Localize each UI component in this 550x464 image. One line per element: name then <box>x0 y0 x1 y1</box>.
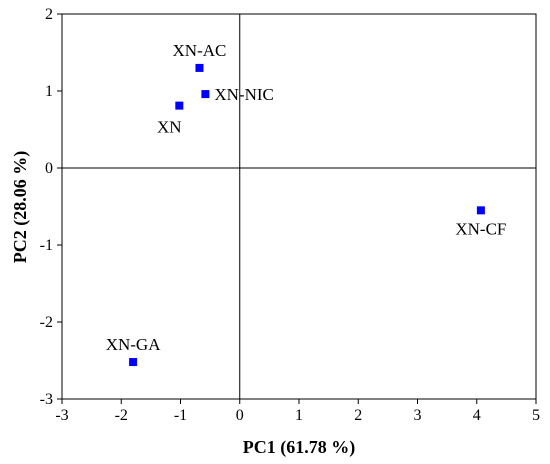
data-point <box>476 206 485 215</box>
x-tick-label: 3 <box>414 407 422 424</box>
point-labels: XN-AC XN-NIC XN XN-CF XN-GA <box>106 41 507 354</box>
reference-lines <box>62 14 536 399</box>
x-axis-title: PC1 (61.78 %) <box>243 437 355 458</box>
x-tick-label: 4 <box>473 407 481 424</box>
y-axis-title: PC2 (28.06 %) <box>10 151 31 263</box>
data-point <box>175 101 184 110</box>
point-label: XN-NIC <box>214 85 274 104</box>
y-tick-label: 1 <box>45 83 53 100</box>
y-tick-label: -2 <box>40 314 53 331</box>
x-tick-label: 1 <box>295 407 303 424</box>
y-tick-label: -1 <box>40 237 53 254</box>
x-tick-label: -2 <box>115 407 128 424</box>
x-tick-label: 0 <box>236 407 244 424</box>
point-label: XN-CF <box>455 219 506 238</box>
axes: -3 -2 -1 0 1 2 3 4 5 -3 -2 -1 0 1 2 <box>40 6 540 424</box>
data-point <box>129 358 138 367</box>
x-tick-label: -3 <box>55 407 68 424</box>
y-tick-label: 0 <box>45 160 53 177</box>
data-point <box>201 90 210 99</box>
y-tick-label: -3 <box>40 391 53 408</box>
y-tick-label: 2 <box>45 6 53 23</box>
data-points <box>129 63 485 367</box>
point-label: XN-AC <box>173 41 227 60</box>
x-tick-label: 2 <box>354 407 362 424</box>
x-tick-label: 5 <box>532 407 540 424</box>
x-tick-label: -1 <box>174 407 187 424</box>
data-point <box>195 63 204 72</box>
point-label: XN-GA <box>106 335 161 354</box>
point-label: XN <box>157 118 182 137</box>
